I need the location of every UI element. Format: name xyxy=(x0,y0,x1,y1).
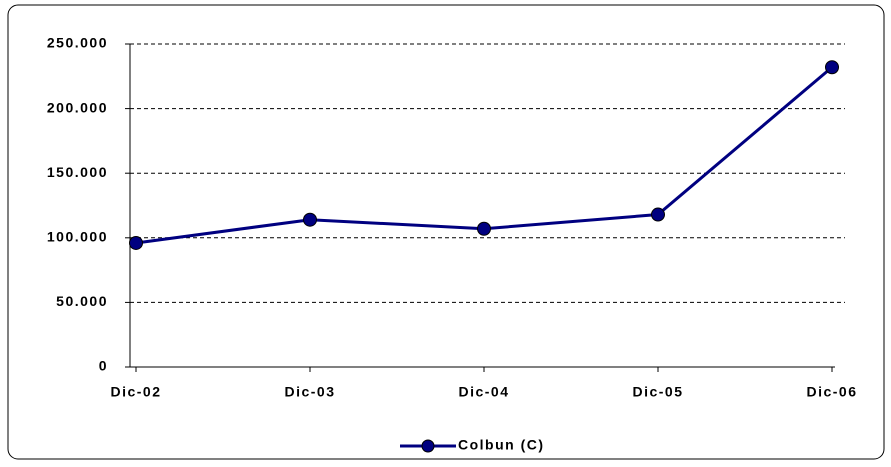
x-tick-label: Dic-03 xyxy=(284,384,335,400)
y-tick-label: 250.000 xyxy=(47,35,108,51)
point xyxy=(651,207,665,222)
point xyxy=(477,221,491,236)
y-tick-label: 150.000 xyxy=(47,164,108,180)
y-tick-label: 200.000 xyxy=(47,99,108,115)
x-tick-label: Dic-06 xyxy=(806,384,857,400)
y-tick-label: 0 xyxy=(99,358,108,374)
x-tick-label: Dic-05 xyxy=(632,384,683,400)
y-tick-label: 100.000 xyxy=(47,229,108,245)
y-tick-label: 50.000 xyxy=(56,293,108,309)
x-tick-label: Dic-02 xyxy=(110,384,161,400)
legend-marker xyxy=(421,439,435,453)
legend-label: Colbun (C) xyxy=(458,437,545,453)
x-tick-label: Dic-04 xyxy=(458,384,509,400)
chart-frame xyxy=(7,4,885,460)
point xyxy=(303,212,317,227)
point xyxy=(129,235,143,250)
point xyxy=(825,60,839,75)
